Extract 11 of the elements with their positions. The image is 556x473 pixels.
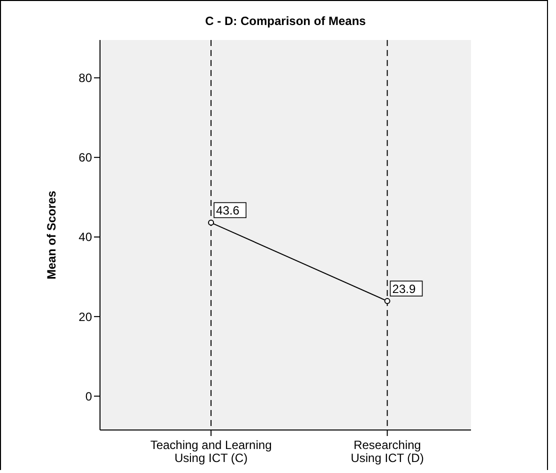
y-tick-label: 80: [78, 71, 92, 86]
data-label: 43.6: [216, 204, 240, 218]
y-tick-label: 0: [85, 389, 92, 404]
chart-title: C - D: Comparison of Means: [204, 14, 367, 28]
data-label: 23.9: [392, 282, 416, 296]
x-tick-label: Teaching and Learning Using ICT (C): [150, 438, 272, 465]
y-tick-label: 20: [78, 310, 92, 324]
y-axis-title: Mean of Scores: [44, 190, 58, 280]
y-tick-label: 40: [78, 230, 92, 244]
x-tick-label: Researching Using ICT (D): [350, 438, 424, 465]
y-tick-label: 60: [78, 150, 92, 165]
